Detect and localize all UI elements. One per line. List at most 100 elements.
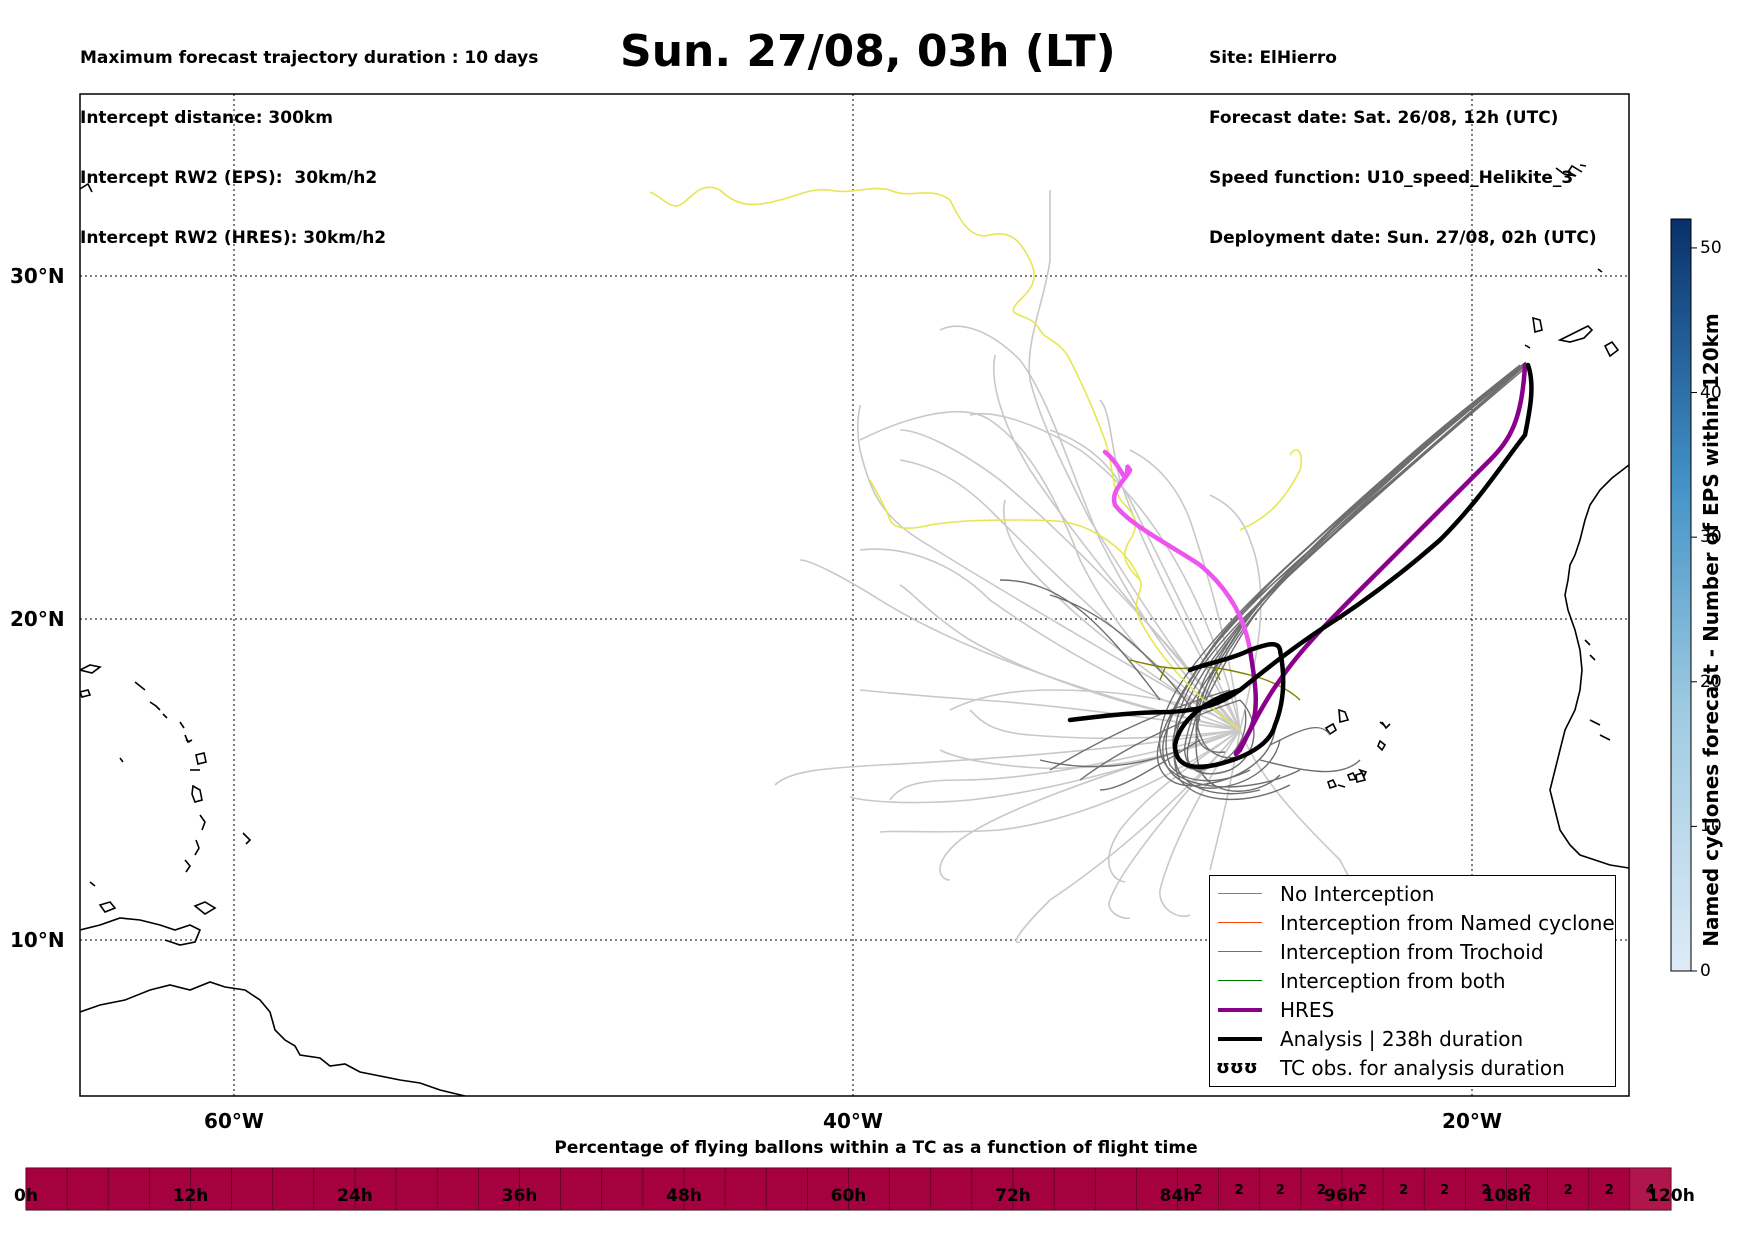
timebar-segment [1465, 1167, 1507, 1211]
timebar-tick-label: 96h [1324, 1186, 1360, 1206]
legend-item-hres: HRES [1216, 997, 1334, 1023]
timebar-segment-value: 2 [1605, 1183, 1614, 1198]
colorbar-title: Named cyclones forecast - Number of EPS … [1699, 313, 1723, 947]
timebar-tick-label: 12h [172, 1186, 209, 1206]
timebar-tick-label: 48h [666, 1186, 702, 1206]
legend-label: No Interception [1280, 882, 1435, 906]
timebar-segment [1136, 1167, 1178, 1211]
eps-trajectories-light [774, 190, 1361, 944]
yellow-trajectory [649, 186, 1303, 731]
colorbar-tick-label: 40 [1700, 382, 1722, 403]
lon-label: 40°W [823, 1109, 883, 1133]
timebar-segment [642, 1167, 685, 1211]
timebar-segment-value: 2 [1481, 1183, 1490, 1198]
timebar-segment [1547, 1167, 1590, 1211]
lat-label: 10°N [10, 928, 65, 952]
timebar-segment [848, 1167, 890, 1211]
eps-trajectories-dark [999, 361, 1527, 801]
timebar-segment [66, 1167, 109, 1211]
timebar-segment [190, 1167, 232, 1211]
tc-symbol-icon: ʊʊʊ [1216, 1057, 1258, 1078]
legend-label: TC obs. for analysis duration [1280, 1056, 1565, 1080]
timebar-segment [765, 1167, 808, 1211]
timebar-segment [436, 1167, 479, 1211]
legend-label: HRES [1280, 998, 1335, 1022]
timebar-segment [1423, 1167, 1466, 1211]
colorbar [1670, 218, 1692, 972]
timebar-segment [1259, 1167, 1302, 1211]
timebar-segment [107, 1167, 150, 1211]
header-right-line: Site: ElHierro [1209, 48, 1337, 68]
timebar-segment [1177, 1167, 1219, 1211]
timebar: 2 2 2 2 2 2 2 2 2 2 2 4 [25, 1167, 1672, 1211]
colorbar-tick-label: 20 [1700, 671, 1722, 692]
legend-item-no-interception: No Interception [1216, 881, 1434, 907]
timebar-tick-label: 60h [830, 1186, 867, 1206]
timebar-segment [889, 1167, 932, 1211]
legend-label: Interception from Named cyclone [1280, 911, 1615, 935]
timebar-segment-value: 2 [1399, 1183, 1408, 1198]
lat-label: 20°N [10, 607, 65, 631]
timebar-segment [1094, 1167, 1137, 1211]
legend-label: Interception from both [1280, 969, 1506, 993]
legend-label: Analysis | 238h duration [1280, 1027, 1524, 1051]
lon-label: 20°W [1442, 1109, 1502, 1133]
timebar-segment [272, 1167, 315, 1211]
header-right-info: Site: ElHierro Forecast date: Sat. 26/08… [1209, 8, 1597, 268]
colorbar-tick-label: 0 [1700, 961, 1711, 981]
timebar-segment [1382, 1167, 1425, 1211]
timebar-segment [1053, 1167, 1096, 1211]
analysis-trajectory [1067, 362, 1534, 770]
timebar-title: Percentage of flying ballons within a TC… [554, 1138, 1198, 1158]
timebar-segment [560, 1167, 603, 1211]
colorbar-tick-label: 10 [1700, 816, 1722, 837]
timebar-tick-label: 108h [1482, 1186, 1531, 1206]
timebar-segment-value: 4 [1646, 1183, 1655, 1198]
timebar-segment [724, 1167, 767, 1211]
timebar-segment-value: 2 [1276, 1183, 1285, 1198]
lon-label: 60°W [204, 1109, 264, 1133]
header-right-line: Speed function: U10_speed_Helikite_3 [1209, 168, 1574, 188]
colorbar-tick-label: 30 [1700, 527, 1722, 548]
legend-item-both: Interception from both [1216, 968, 1506, 994]
header-right-line: Deployment date: Sun. 27/08, 02h (UTC) [1209, 228, 1597, 248]
timebar-segment [395, 1167, 438, 1211]
map-area [80, 94, 1629, 1096]
timebar-segment [354, 1167, 397, 1211]
timebar-segment [930, 1167, 973, 1211]
timebar-segment-value: 2 [1194, 1183, 1203, 1198]
timebar-segment-value: 2 [1235, 1183, 1244, 1198]
legend-label: Interception from Trochoid [1280, 940, 1544, 964]
legend: No Interception Interception from Named … [1209, 875, 1616, 1087]
timebar-segment [149, 1167, 191, 1211]
legend-item-analysis: Analysis | 238h duration [1216, 1026, 1523, 1052]
header-left-line: Intercept distance: 300km [80, 108, 333, 128]
header-left-info: Maximum forecast trajectory duration : 1… [80, 8, 538, 268]
timebar-segment [971, 1167, 1014, 1211]
legend-item-tc-obs: ʊʊʊ TC obs. for analysis duration [1216, 1055, 1565, 1081]
timebar-segment [231, 1167, 274, 1211]
page-title: Sun. 27/08, 03h (LT) [620, 26, 1116, 77]
timebar-segment [1300, 1167, 1343, 1211]
timebar-segment [1218, 1167, 1261, 1211]
legend-item-named-cyclone: Interception from Named cyclone [1216, 910, 1615, 936]
timebar-segment-value: 2 [1523, 1183, 1532, 1198]
timebar-segment [1341, 1167, 1384, 1211]
coastlines [80, 164, 1629, 1096]
header-left-line: Intercept RW2 (EPS): 30km/h2 [80, 168, 378, 188]
timebar-segment [1506, 1167, 1548, 1211]
map-frame [79, 93, 1630, 1097]
timebar-tick-label: 120h [1647, 1186, 1695, 1206]
legend-item-trochoid: Interception from Trochoid [1216, 939, 1544, 965]
timebar-tick-label: 0h [14, 1186, 38, 1206]
timebar-segment [25, 1167, 68, 1211]
hres-trajectory [1102, 362, 1528, 757]
timebar-segment [1588, 1167, 1631, 1211]
trochoid-trajectory [1129, 659, 1301, 701]
timebar-segment-value: 2 [1564, 1183, 1573, 1198]
timebar-tick-label: 36h [501, 1186, 538, 1206]
header-left-line: Intercept RW2 (HRES): 30km/h2 [80, 228, 387, 248]
header-right-line: Forecast date: Sat. 26/08, 12h (UTC) [1209, 108, 1559, 128]
timebar-tick-label: 24h [337, 1186, 373, 1206]
